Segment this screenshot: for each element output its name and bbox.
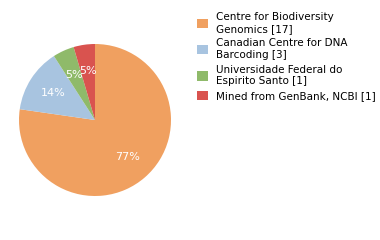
Legend: Centre for Biodiversity
Genomics [17], Canadian Centre for DNA
Barcoding [3], Un: Centre for Biodiversity Genomics [17], C… [195, 10, 378, 103]
Text: 5%: 5% [79, 66, 97, 76]
Wedge shape [20, 56, 95, 120]
Text: 77%: 77% [115, 152, 140, 162]
Text: 14%: 14% [41, 88, 66, 98]
Text: 5%: 5% [66, 70, 83, 80]
Wedge shape [19, 44, 171, 196]
Wedge shape [74, 44, 95, 120]
Wedge shape [54, 47, 95, 120]
